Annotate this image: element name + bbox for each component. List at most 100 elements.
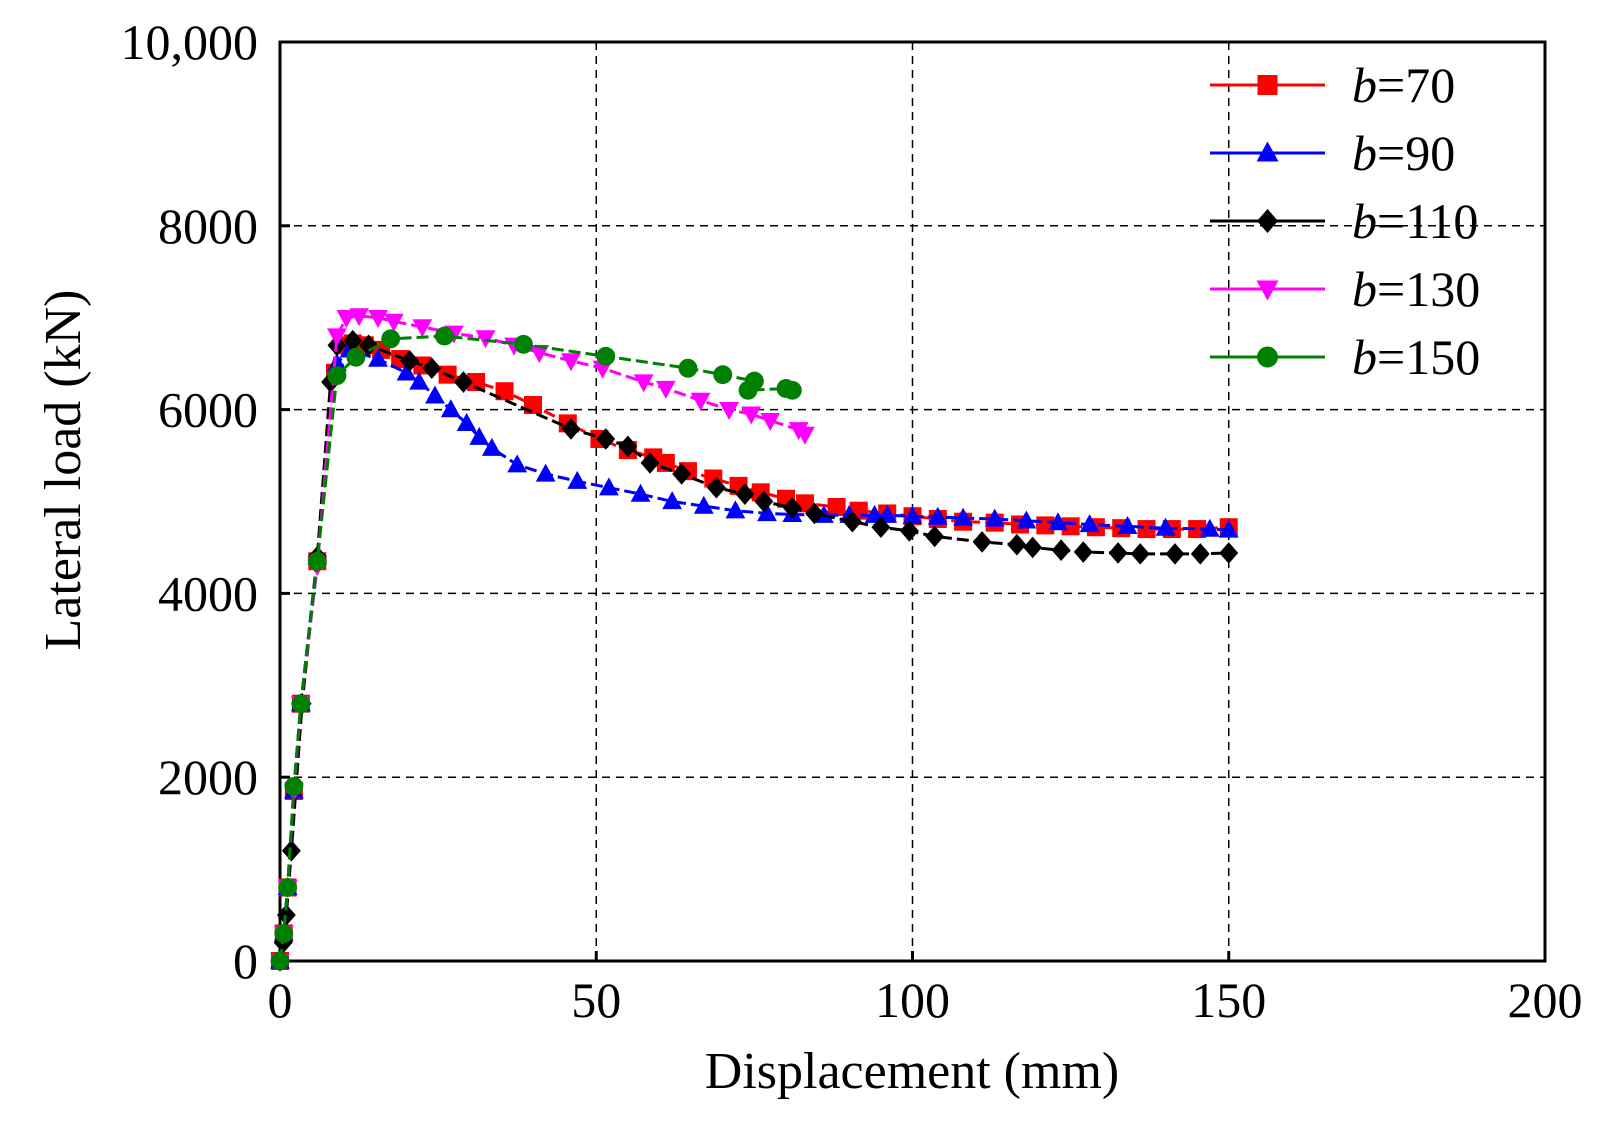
data-point [425, 385, 445, 404]
data-point [1219, 542, 1239, 564]
data-point [678, 358, 698, 378]
data-point [307, 551, 327, 571]
data-point [1190, 543, 1210, 565]
data-point [782, 497, 802, 519]
data-point [507, 454, 528, 473]
data-point [278, 878, 298, 897]
y-tick-label: 6000 [158, 382, 258, 438]
legend-item: b=110 [1210, 193, 1478, 249]
data-point [284, 776, 304, 796]
data-point [827, 498, 846, 517]
data-point [368, 310, 388, 329]
data-point [805, 502, 824, 525]
data-point [927, 506, 948, 525]
data-point [1130, 543, 1150, 565]
data-point [1051, 539, 1071, 562]
y-tick-label: 2000 [158, 749, 258, 805]
legend-label: b=150 [1352, 329, 1480, 385]
legend-label: b=130 [1352, 261, 1480, 317]
data-point [1117, 515, 1138, 534]
data-point [713, 365, 733, 385]
x-axis-title: Displacement (mm) [705, 1043, 1119, 1100]
data-point [276, 904, 296, 926]
data-point [672, 463, 692, 485]
data-point [1016, 510, 1037, 529]
data-point [481, 437, 502, 456]
data-point [693, 495, 714, 514]
legend-item: b=90 [1210, 125, 1455, 181]
legend-marker [1257, 75, 1278, 95]
x-tick-label: 150 [1191, 972, 1266, 1028]
legend-marker [1257, 346, 1278, 368]
x-tick-label: 50 [571, 972, 621, 1028]
grid-lines [280, 42, 1545, 961]
data-point [422, 357, 442, 380]
legend: b=70 b=90 b=110 b=130 b=150 [1210, 57, 1480, 385]
data-point [456, 413, 477, 432]
data-point [274, 923, 294, 943]
data-point [902, 505, 923, 524]
data-point [291, 694, 311, 714]
data-point [1155, 517, 1176, 536]
data-point [561, 418, 581, 440]
data-point [596, 346, 616, 366]
data-point [899, 520, 919, 542]
data-point [383, 313, 404, 332]
data-point [514, 334, 533, 354]
data-point [1073, 541, 1093, 563]
data-point [400, 350, 420, 372]
data-point [1007, 533, 1027, 556]
data-point [662, 491, 683, 510]
data-point [741, 406, 762, 425]
y-tick-label: 10,000 [121, 14, 259, 70]
legend-item: b=70 [1210, 57, 1455, 113]
data-point [327, 328, 347, 347]
data-point [327, 366, 347, 386]
y-tick-label: 0 [233, 933, 258, 989]
data-point [596, 428, 616, 450]
data-point [953, 507, 973, 526]
data-point [725, 500, 746, 519]
data-point [738, 380, 758, 400]
data-point [567, 470, 588, 489]
data-point [409, 371, 430, 390]
data-point [795, 426, 815, 445]
data-point [336, 310, 357, 329]
data-point [972, 531, 992, 553]
legend-label: b=90 [1352, 125, 1455, 181]
data-point [535, 463, 556, 482]
data-point [754, 490, 774, 513]
data-point [381, 329, 401, 349]
x-tick-label: 100 [875, 972, 950, 1028]
data-point [346, 347, 366, 367]
data-point [618, 435, 638, 458]
legend-marker [1257, 209, 1278, 233]
legend-label: b=70 [1352, 57, 1455, 113]
series-b-150 [270, 326, 802, 971]
legend-marker [1256, 280, 1279, 301]
y-tick-label: 4000 [158, 565, 258, 621]
data-point [412, 319, 433, 338]
data-point [984, 508, 1005, 527]
x-tick-label: 0 [268, 972, 293, 1028]
data-point [706, 476, 726, 499]
data-point [359, 334, 378, 357]
data-point [368, 348, 388, 367]
data-point [529, 344, 550, 363]
data-point [655, 380, 676, 399]
data-point [760, 412, 781, 431]
legend-label: b=110 [1352, 193, 1478, 249]
data-point [735, 483, 755, 505]
y-tick-label: 8000 [158, 198, 258, 254]
data-point [640, 452, 660, 474]
data-point [343, 329, 363, 352]
data-point [453, 371, 473, 393]
legend-marker [1256, 141, 1279, 162]
data-point [561, 353, 581, 372]
data-point [925, 525, 945, 548]
data-point [842, 510, 862, 533]
data-point [469, 426, 490, 445]
